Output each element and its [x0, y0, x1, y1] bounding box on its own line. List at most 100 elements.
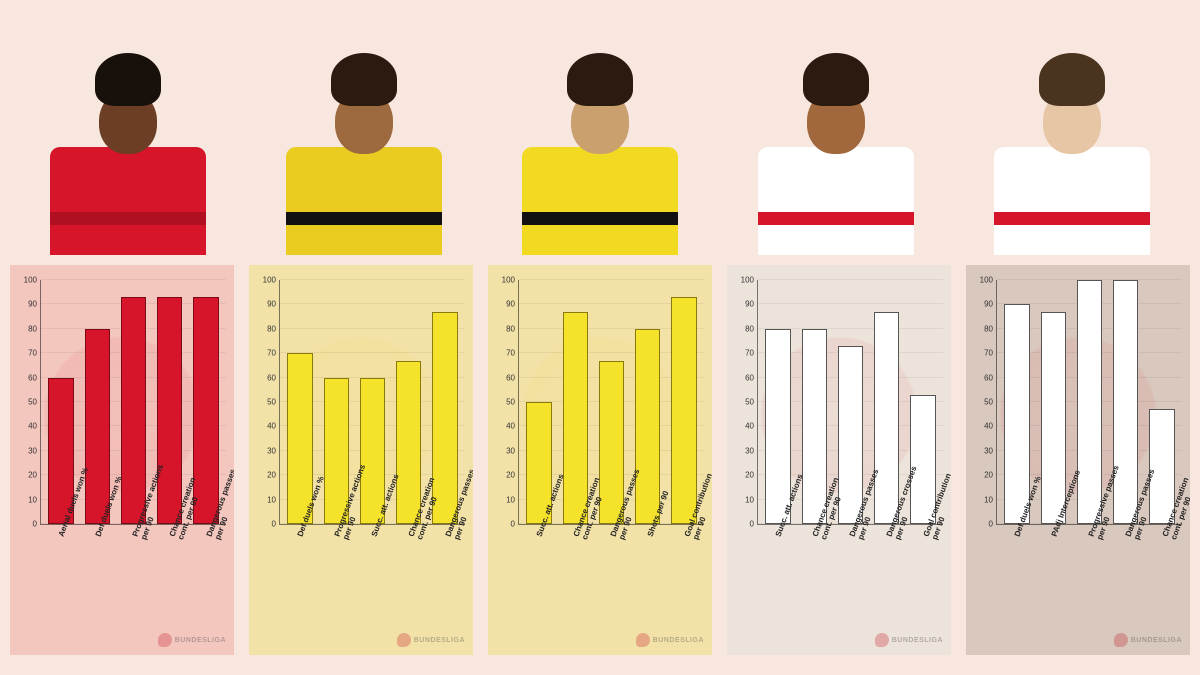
bars-container — [519, 280, 704, 524]
player-slot-2 — [256, 15, 472, 255]
chart-panel-2: 0102030405060708090100Def duels won %Pro… — [249, 265, 473, 655]
player-hair — [95, 53, 161, 106]
player-figure — [503, 15, 697, 255]
bundesliga-watermark: BUNDESLIGA — [1114, 633, 1182, 647]
bundesliga-watermark: BUNDESLIGA — [397, 633, 465, 647]
bar — [671, 297, 696, 524]
y-tick: 10 — [971, 495, 993, 504]
x-labels: Aerial duels won %Def duels won %Progres… — [40, 529, 226, 649]
y-tick: 10 — [254, 495, 276, 504]
y-tick: 10 — [15, 495, 37, 504]
y-tick: 30 — [254, 446, 276, 455]
y-tick: 0 — [971, 520, 993, 529]
y-tick: 20 — [254, 471, 276, 480]
bar — [563, 312, 588, 524]
bar — [396, 361, 421, 524]
bar — [802, 329, 827, 524]
y-tick: 60 — [493, 373, 515, 382]
y-tick: 0 — [493, 520, 515, 529]
watermark-text: BUNDESLIGA — [653, 637, 704, 644]
y-tick: 90 — [15, 300, 37, 309]
y-tick: 90 — [493, 300, 515, 309]
y-tick: 80 — [15, 324, 37, 333]
y-tick: 70 — [254, 349, 276, 358]
player-jersey — [758, 147, 914, 255]
y-tick: 20 — [971, 471, 993, 480]
y-tick: 30 — [15, 446, 37, 455]
y-tick: 30 — [971, 446, 993, 455]
y-tick: 70 — [971, 349, 993, 358]
player-jersey — [286, 147, 442, 255]
y-tick: 30 — [732, 446, 754, 455]
y-tick: 40 — [15, 422, 37, 431]
player-hair — [567, 53, 633, 106]
player-jersey — [522, 147, 678, 255]
bar — [432, 312, 457, 524]
bar — [85, 329, 110, 524]
y-tick: 40 — [971, 422, 993, 431]
y-tick: 50 — [254, 398, 276, 407]
y-tick: 100 — [732, 276, 754, 285]
bar — [121, 297, 146, 524]
player-hair — [331, 53, 397, 106]
plot-area: 0102030405060708090100 — [279, 280, 465, 525]
y-tick: 20 — [15, 471, 37, 480]
y-tick: 100 — [493, 276, 515, 285]
y-tick: 10 — [493, 495, 515, 504]
player-hair — [1039, 53, 1105, 106]
chart-panel-1: 0102030405060708090100Aerial duels won %… — [10, 265, 234, 655]
y-tick: 80 — [971, 324, 993, 333]
players-row — [0, 0, 1200, 255]
chart-panel-3: 0102030405060708090100Succ. att. actions… — [488, 265, 712, 655]
watermark-text: BUNDESLIGA — [414, 637, 465, 644]
bars-container — [41, 280, 226, 524]
x-labels: Succ. att. actionsChance creation cont. … — [518, 529, 704, 649]
player-slot-4 — [728, 15, 944, 255]
y-tick: 80 — [254, 324, 276, 333]
y-tick: 30 — [493, 446, 515, 455]
y-tick: 60 — [254, 373, 276, 382]
y-tick: 60 — [732, 373, 754, 382]
player-jersey — [50, 147, 206, 255]
bar — [1077, 280, 1102, 524]
y-tick: 40 — [732, 422, 754, 431]
chart-panel-4: 0102030405060708090100Succ. att. actions… — [727, 265, 951, 655]
player-slot-1 — [20, 15, 236, 255]
y-tick: 40 — [493, 422, 515, 431]
y-tick: 90 — [971, 300, 993, 309]
player-figure — [267, 15, 461, 255]
y-tick: 0 — [15, 520, 37, 529]
bar — [1113, 280, 1138, 524]
bundesliga-watermark: BUNDESLIGA — [875, 633, 943, 647]
x-labels: Succ. att. actionsChance creation cont. … — [757, 529, 943, 649]
y-tick: 20 — [732, 471, 754, 480]
charts-row: 0102030405060708090100Aerial duels won %… — [0, 255, 1200, 665]
player-jersey — [994, 147, 1150, 255]
player-hair — [803, 53, 869, 106]
watermark-text: BUNDESLIGA — [1131, 637, 1182, 644]
bar — [874, 312, 899, 524]
plot-area: 0102030405060708090100 — [40, 280, 226, 525]
x-labels: Def duels won %PAdj InterceptionsProgres… — [996, 529, 1182, 649]
player-slot-5 — [964, 15, 1180, 255]
y-tick: 40 — [254, 422, 276, 431]
y-tick: 70 — [493, 349, 515, 358]
y-tick: 70 — [15, 349, 37, 358]
bar — [635, 329, 660, 524]
plot-area: 0102030405060708090100 — [518, 280, 704, 525]
y-tick: 0 — [254, 520, 276, 529]
bundesliga-watermark: BUNDESLIGA — [158, 633, 226, 647]
y-tick: 50 — [15, 398, 37, 407]
player-figure — [31, 15, 225, 255]
y-tick: 90 — [732, 300, 754, 309]
player-slot-3 — [492, 15, 708, 255]
bar — [157, 297, 182, 524]
bars-container — [997, 280, 1182, 524]
y-tick: 100 — [254, 276, 276, 285]
chart-panel-5: 0102030405060708090100Def duels won %PAd… — [966, 265, 1190, 655]
plot-area: 0102030405060708090100 — [996, 280, 1182, 525]
player-figure — [975, 15, 1169, 255]
y-tick: 50 — [493, 398, 515, 407]
bars-container — [280, 280, 465, 524]
plot-area: 0102030405060708090100 — [757, 280, 943, 525]
